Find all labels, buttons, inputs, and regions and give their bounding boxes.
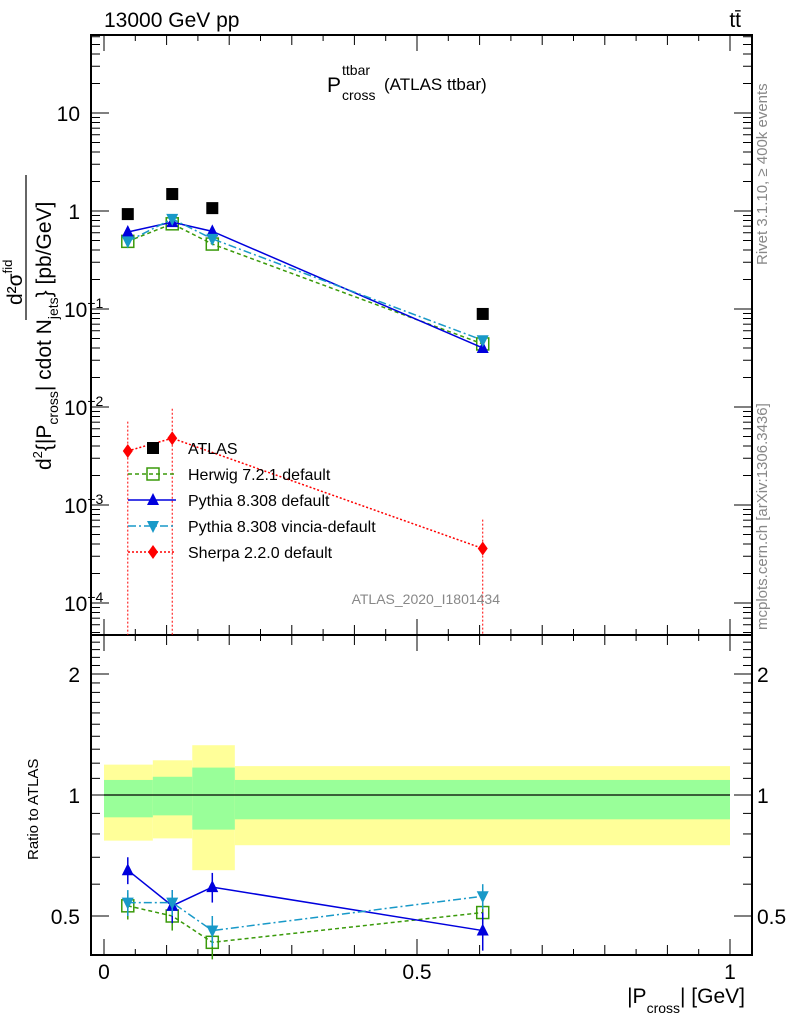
legend-label: Pythia 8.308 vincia-default [188,519,376,536]
ratio-point [121,897,134,910]
y-tick-label: 1 [68,201,80,224]
mcplots-text: mcplots.cern.ch [arXiv:1306.3436] [754,403,771,630]
ratio-y-tick-label-left: 0.5 [51,906,80,929]
ratio-y-tick-label-right: 0.5 [757,906,786,929]
legend-marker [146,467,160,481]
plot-title-main: P [327,74,341,97]
plot-title-sub: cross [342,87,375,103]
plot-title-suffix: (ATLAS ttbar) [384,75,487,94]
data-marks [121,188,490,960]
data-point [166,213,179,226]
plot-title: P ttbar cross (ATLAS ttbar) [327,62,487,103]
ratio-band-inner [234,779,731,820]
x-axis-label: |Pcross| [GeV] [627,985,745,1016]
ratio-y-tick-label-right: 2 [757,664,769,687]
data-point [122,443,133,458]
ratio-band-inner [152,776,193,816]
legend-marker [147,442,159,454]
ratio-series-line [127,905,483,944]
data-point [476,335,489,348]
y-axis-label-numerator: d²σfid [0,260,27,305]
x-tick-label: 0.5 [402,961,431,984]
y-tick-label: 10 [57,103,80,126]
y-tick-label: 10−4 [64,589,104,616]
legend: ATLAS Herwig 7.2.1 default Pythia 8.308 de… [128,441,376,562]
ratio-series-line [127,895,483,932]
legend-label: Herwig 7.2.1 default [188,467,331,484]
header-left: 13000 GeV pp [104,9,239,32]
data-point [167,431,178,446]
atlas-data-point [206,202,219,215]
svg-text:d²σfid: d²σfid [0,260,27,305]
ratio-y-label: Ratio to ATLAS [25,759,42,860]
legend-marker [147,493,159,505]
plot-title-sup: ttbar [342,62,370,78]
rivet-version-text: Rivet 3.1.10, ≥ 400k events [754,83,771,265]
y-tick-label: 10−2 [64,393,104,420]
atlas-data-point [476,307,489,320]
legend-marker [147,521,159,533]
data-point [206,224,219,237]
legend-marker [148,545,158,559]
ratio-y-tick-label-left: 1 [68,785,80,808]
ratio-bands [104,745,731,871]
ratio-band-inner [192,767,235,830]
y-tick-label: 10−1 [64,295,104,322]
atlas-data-point [121,208,134,221]
ratio-point [166,897,179,910]
series-line [127,437,483,550]
legend-label: ATLAS [188,441,238,458]
legend-label: Pythia 8.308 default [188,493,330,510]
ratio-point [206,880,219,893]
series-line [127,221,484,349]
legend-label: Sherpa 2.2.0 default [188,545,333,562]
ratio-point [206,925,219,938]
header-right: tt̄ [729,9,741,32]
atlas-data-point [166,188,179,201]
y-axis-label-denominator: d2{|Pcross| cdot Njets} [pb/GeV] [30,202,61,470]
axes-frames: 0 0.5 1 10 1 10−1 10−2 10−3 10−4 2 2 1 1 0.5 0.5 [51,34,786,984]
x-tick-label: 1 [724,961,736,984]
ratio-y-tick-label-left: 2 [68,664,80,687]
analysis-watermark: ATLAS_2020_I1801434 [352,591,501,607]
data-point [206,233,219,246]
x-tick-label: 0 [98,961,110,984]
ratio-band-inner [104,779,153,818]
ratio-point [476,923,489,936]
data-point [121,225,134,238]
ratio-y-tick-label-right: 1 [757,785,769,808]
svg-text:d2{|Pcross| cdot Njets} [pb/Ge: d2{|Pcross| cdot Njets} [pb/GeV] [30,202,61,470]
ratio-point [121,863,134,876]
series-line [127,218,483,341]
ratio-point [476,891,489,904]
series-line [127,222,483,345]
data-point [121,236,134,249]
data-point [477,541,488,556]
ratio-series-line [127,869,483,932]
y-tick-label: 10−3 [64,491,104,518]
